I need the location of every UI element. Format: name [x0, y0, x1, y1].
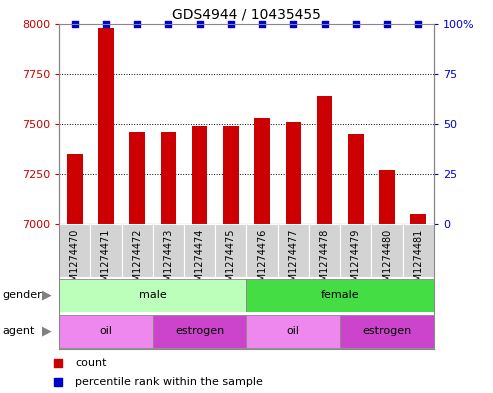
Title: GDS4944 / 10435455: GDS4944 / 10435455 — [172, 7, 321, 21]
Bar — [246, 224, 278, 277]
Text: ▶: ▶ — [42, 288, 52, 302]
Bar — [59, 279, 246, 312]
Bar — [254, 118, 270, 393]
Bar — [98, 28, 114, 393]
Bar — [403, 224, 434, 277]
Text: GSM1274473: GSM1274473 — [164, 228, 174, 294]
Bar — [192, 126, 208, 393]
Bar — [309, 224, 340, 277]
Point — [414, 20, 422, 27]
Bar — [161, 132, 176, 393]
Text: male: male — [139, 290, 167, 300]
Bar — [153, 315, 246, 348]
Text: estrogen: estrogen — [175, 326, 224, 336]
Text: GSM1274475: GSM1274475 — [226, 228, 236, 294]
Bar — [348, 134, 363, 393]
Text: GSM1274479: GSM1274479 — [351, 228, 361, 294]
Text: estrogen: estrogen — [362, 326, 412, 336]
Bar — [153, 224, 184, 277]
Bar — [340, 224, 371, 277]
Point — [165, 20, 173, 27]
Bar — [371, 224, 403, 277]
Text: GSM1274478: GSM1274478 — [319, 228, 329, 294]
Bar — [285, 122, 301, 393]
Point — [133, 20, 141, 27]
Point — [320, 20, 328, 27]
Text: count: count — [75, 358, 107, 367]
Text: female: female — [321, 290, 359, 300]
Bar — [246, 279, 434, 312]
Bar — [379, 170, 395, 393]
Bar — [67, 154, 83, 393]
Text: GSM1274477: GSM1274477 — [288, 228, 298, 294]
Bar — [184, 224, 215, 277]
Point — [71, 20, 79, 27]
Bar — [340, 315, 434, 348]
Point — [341, 127, 349, 133]
Point — [289, 20, 297, 27]
Bar — [410, 214, 426, 393]
Text: GSM1274470: GSM1274470 — [70, 228, 80, 294]
Text: percentile rank within the sample: percentile rank within the sample — [75, 377, 263, 387]
Bar — [122, 224, 153, 277]
Text: agent: agent — [2, 326, 35, 336]
Point — [341, 304, 349, 310]
Text: oil: oil — [100, 326, 112, 336]
Bar — [90, 224, 122, 277]
Point — [383, 20, 391, 27]
Text: oil: oil — [287, 326, 300, 336]
Text: GSM1274481: GSM1274481 — [413, 228, 423, 294]
Bar — [317, 96, 332, 393]
Bar — [59, 224, 90, 277]
Bar — [278, 224, 309, 277]
Text: gender: gender — [2, 290, 42, 300]
Point — [196, 20, 204, 27]
Bar — [129, 132, 145, 393]
Bar — [59, 315, 153, 348]
Bar — [215, 224, 246, 277]
Point — [352, 20, 360, 27]
Text: GSM1274474: GSM1274474 — [195, 228, 205, 294]
Bar — [223, 126, 239, 393]
Text: GSM1274472: GSM1274472 — [132, 228, 142, 294]
Text: GSM1274480: GSM1274480 — [382, 228, 392, 294]
Point — [102, 20, 110, 27]
Text: GSM1274471: GSM1274471 — [101, 228, 111, 294]
Point — [258, 20, 266, 27]
Point — [227, 20, 235, 27]
Bar — [246, 315, 340, 348]
Text: GSM1274476: GSM1274476 — [257, 228, 267, 294]
Text: ▶: ▶ — [42, 325, 52, 338]
